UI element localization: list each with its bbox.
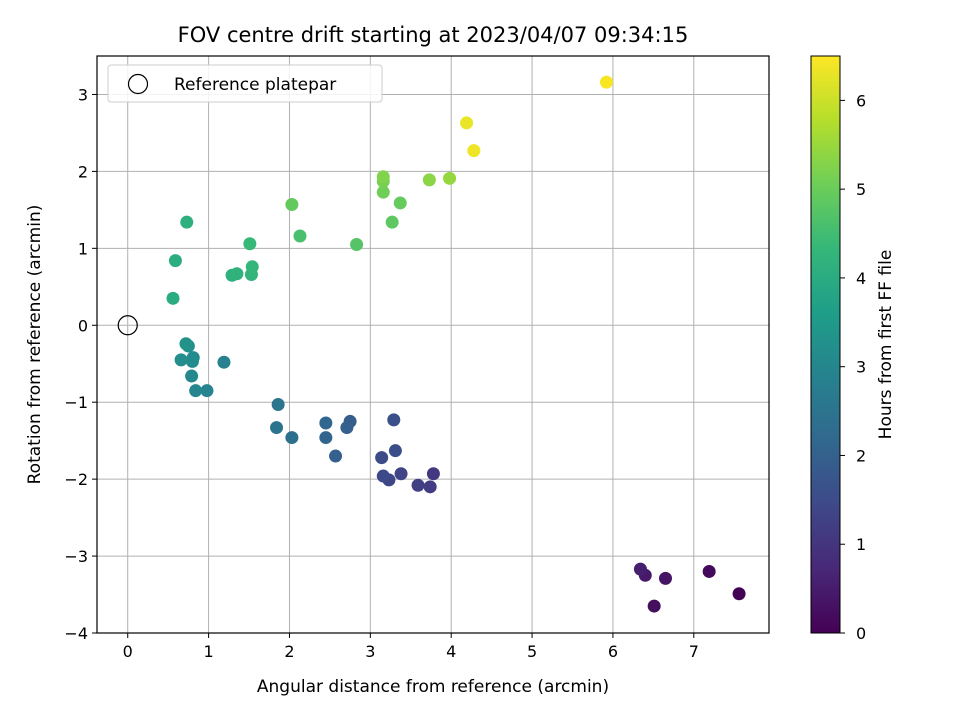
x-tick-label: 1 — [204, 642, 214, 661]
x-tick-label: 2 — [284, 642, 294, 661]
scatter-point — [599, 75, 613, 89]
scatter-point — [385, 215, 399, 229]
legend-label-reference: Reference platepar — [174, 75, 336, 95]
scatter-point — [387, 413, 401, 427]
colorbar-label: Hours from first FF file — [876, 250, 896, 440]
scatter-point — [189, 384, 203, 398]
colorbar: 0 1 2 3 4 5 6 Hours from first FF file — [810, 55, 896, 643]
x-tick-label: 3 — [365, 642, 375, 661]
scatter-point — [350, 237, 364, 251]
x-tick-label: 4 — [446, 642, 456, 661]
scatter-point — [329, 449, 343, 463]
x-tick-label: 0 — [123, 642, 133, 661]
colorbar-tick-label: 6 — [856, 91, 866, 110]
scatter-point — [426, 467, 440, 481]
scatter-point — [230, 267, 244, 281]
colorbar-gradient — [810, 55, 841, 634]
scatter-point — [422, 173, 436, 187]
plot-frame — [96, 55, 770, 634]
scatter-point — [174, 353, 188, 367]
scatter-point — [185, 354, 199, 368]
scatter-point — [179, 337, 193, 351]
y-tick-label: −3 — [64, 547, 88, 566]
x-tick-label: 6 — [608, 642, 618, 661]
scatter-point — [271, 398, 285, 412]
scatter-point — [460, 116, 474, 130]
x-axis-label: Angular distance from reference (arcmin) — [257, 677, 609, 697]
y-tick-label: 3 — [78, 85, 88, 104]
colorbar-ticks: 0 1 2 3 4 5 6 — [840, 91, 866, 643]
colorbar-tick-label: 0 — [856, 624, 866, 643]
scatter-points — [166, 75, 746, 613]
scatter-point — [319, 431, 333, 445]
colorbar-tick-label: 4 — [856, 269, 866, 288]
y-axis-label: Rotation from reference (arcmin) — [25, 205, 45, 485]
scatter-point — [245, 260, 259, 274]
scatter-point — [185, 369, 199, 383]
scatter-point — [394, 467, 408, 481]
colorbar-tick-label: 3 — [856, 358, 866, 377]
scatter-point — [243, 237, 257, 251]
scatter-point — [270, 421, 284, 435]
scatter-point — [411, 478, 425, 492]
x-tick-label: 5 — [527, 642, 537, 661]
scatter-point — [200, 384, 214, 398]
grid — [97, 56, 769, 634]
scatter-point — [702, 564, 716, 578]
colorbar-tick-label: 5 — [856, 180, 866, 199]
scatter-point — [393, 196, 407, 210]
scatter-point — [285, 431, 299, 445]
scatter-point — [443, 171, 457, 185]
y-tick-label: −2 — [64, 470, 88, 489]
scatter-point — [217, 355, 231, 369]
scatter-point — [658, 571, 672, 585]
reference-platepar-marker — [117, 315, 138, 336]
scatter-point — [375, 451, 389, 465]
legend-marker-reference — [127, 73, 149, 95]
scatter-point — [376, 185, 390, 199]
x-axis-ticks: 0 1 2 3 4 5 6 7 — [123, 633, 699, 661]
y-axis-ticks: −4 −3 −2 −1 0 1 2 3 — [64, 85, 97, 643]
y-tick-label: 1 — [78, 239, 88, 258]
scatter-point — [168, 254, 182, 268]
x-tick-label: 7 — [689, 642, 699, 661]
scatter-point — [319, 416, 333, 430]
scatter-point — [340, 421, 354, 435]
y-tick-label: 2 — [78, 162, 88, 181]
y-tick-label: 0 — [78, 316, 88, 335]
scatter-point — [376, 469, 390, 483]
scatter-point — [467, 144, 481, 158]
scatter-point — [180, 215, 194, 229]
scatter-point — [388, 444, 402, 458]
legend: Reference platepar — [107, 64, 383, 103]
scatter-point — [647, 599, 661, 613]
scatter-point — [423, 480, 437, 494]
colorbar-tick-label: 1 — [856, 535, 866, 554]
scatter-point — [376, 170, 390, 184]
legend-box — [107, 64, 383, 103]
scatter-point — [285, 197, 299, 211]
scatter-point — [633, 562, 647, 576]
scatter-point — [293, 229, 307, 243]
scatter-point — [166, 291, 180, 305]
y-tick-label: −4 — [64, 624, 88, 643]
chart-title: FOV centre drift starting at 2023/04/07 … — [178, 23, 689, 47]
scatter-point — [732, 587, 746, 601]
y-tick-label: −1 — [64, 393, 88, 412]
colorbar-tick-label: 2 — [856, 446, 866, 465]
